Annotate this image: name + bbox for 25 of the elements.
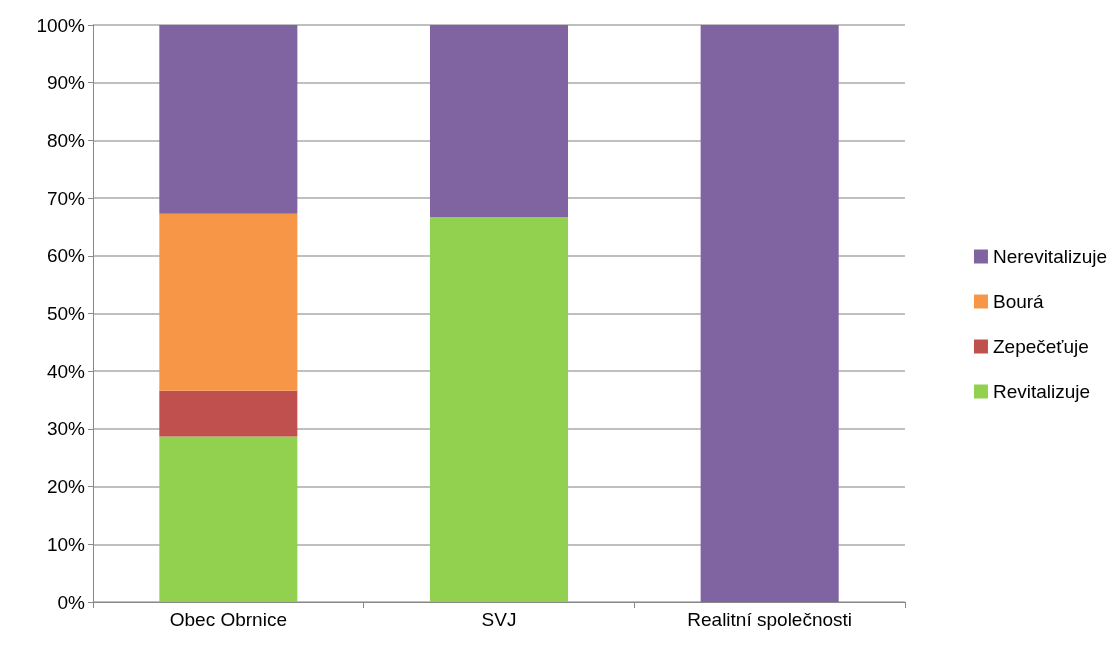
x-tick-label: Obec Obrnice [169,609,287,630]
bar [159,213,298,391]
legend-label: Revitalizuje [992,381,1091,402]
bar [159,25,298,214]
y-tick-label: 60% [46,245,86,267]
y-tick-label: 80% [46,129,86,151]
y-tick-label: 30% [46,418,86,440]
y-tick-label: 0% [57,591,86,613]
legend-label: Nerevitalizuje [992,246,1107,267]
y-tick-label: 90% [46,72,86,94]
x-tick-label: SVJ [481,609,517,630]
bar [429,217,569,602]
bar [159,436,298,602]
bar [159,390,298,437]
y-tick-label: 50% [46,303,86,324]
bar [429,25,569,218]
legend-label: Zepečeťuje [992,336,1089,357]
bar [700,25,839,602]
y-tick-label: 20% [46,476,86,498]
y-tick-label: 100% [36,14,86,36]
y-tick-label: 40% [46,360,86,382]
x-tick-label: Realitní společnosti [687,609,853,630]
legend-label: Bourá [992,291,1045,312]
y-tick-label: 70% [46,187,86,209]
y-tick-label: 10% [46,533,86,555]
